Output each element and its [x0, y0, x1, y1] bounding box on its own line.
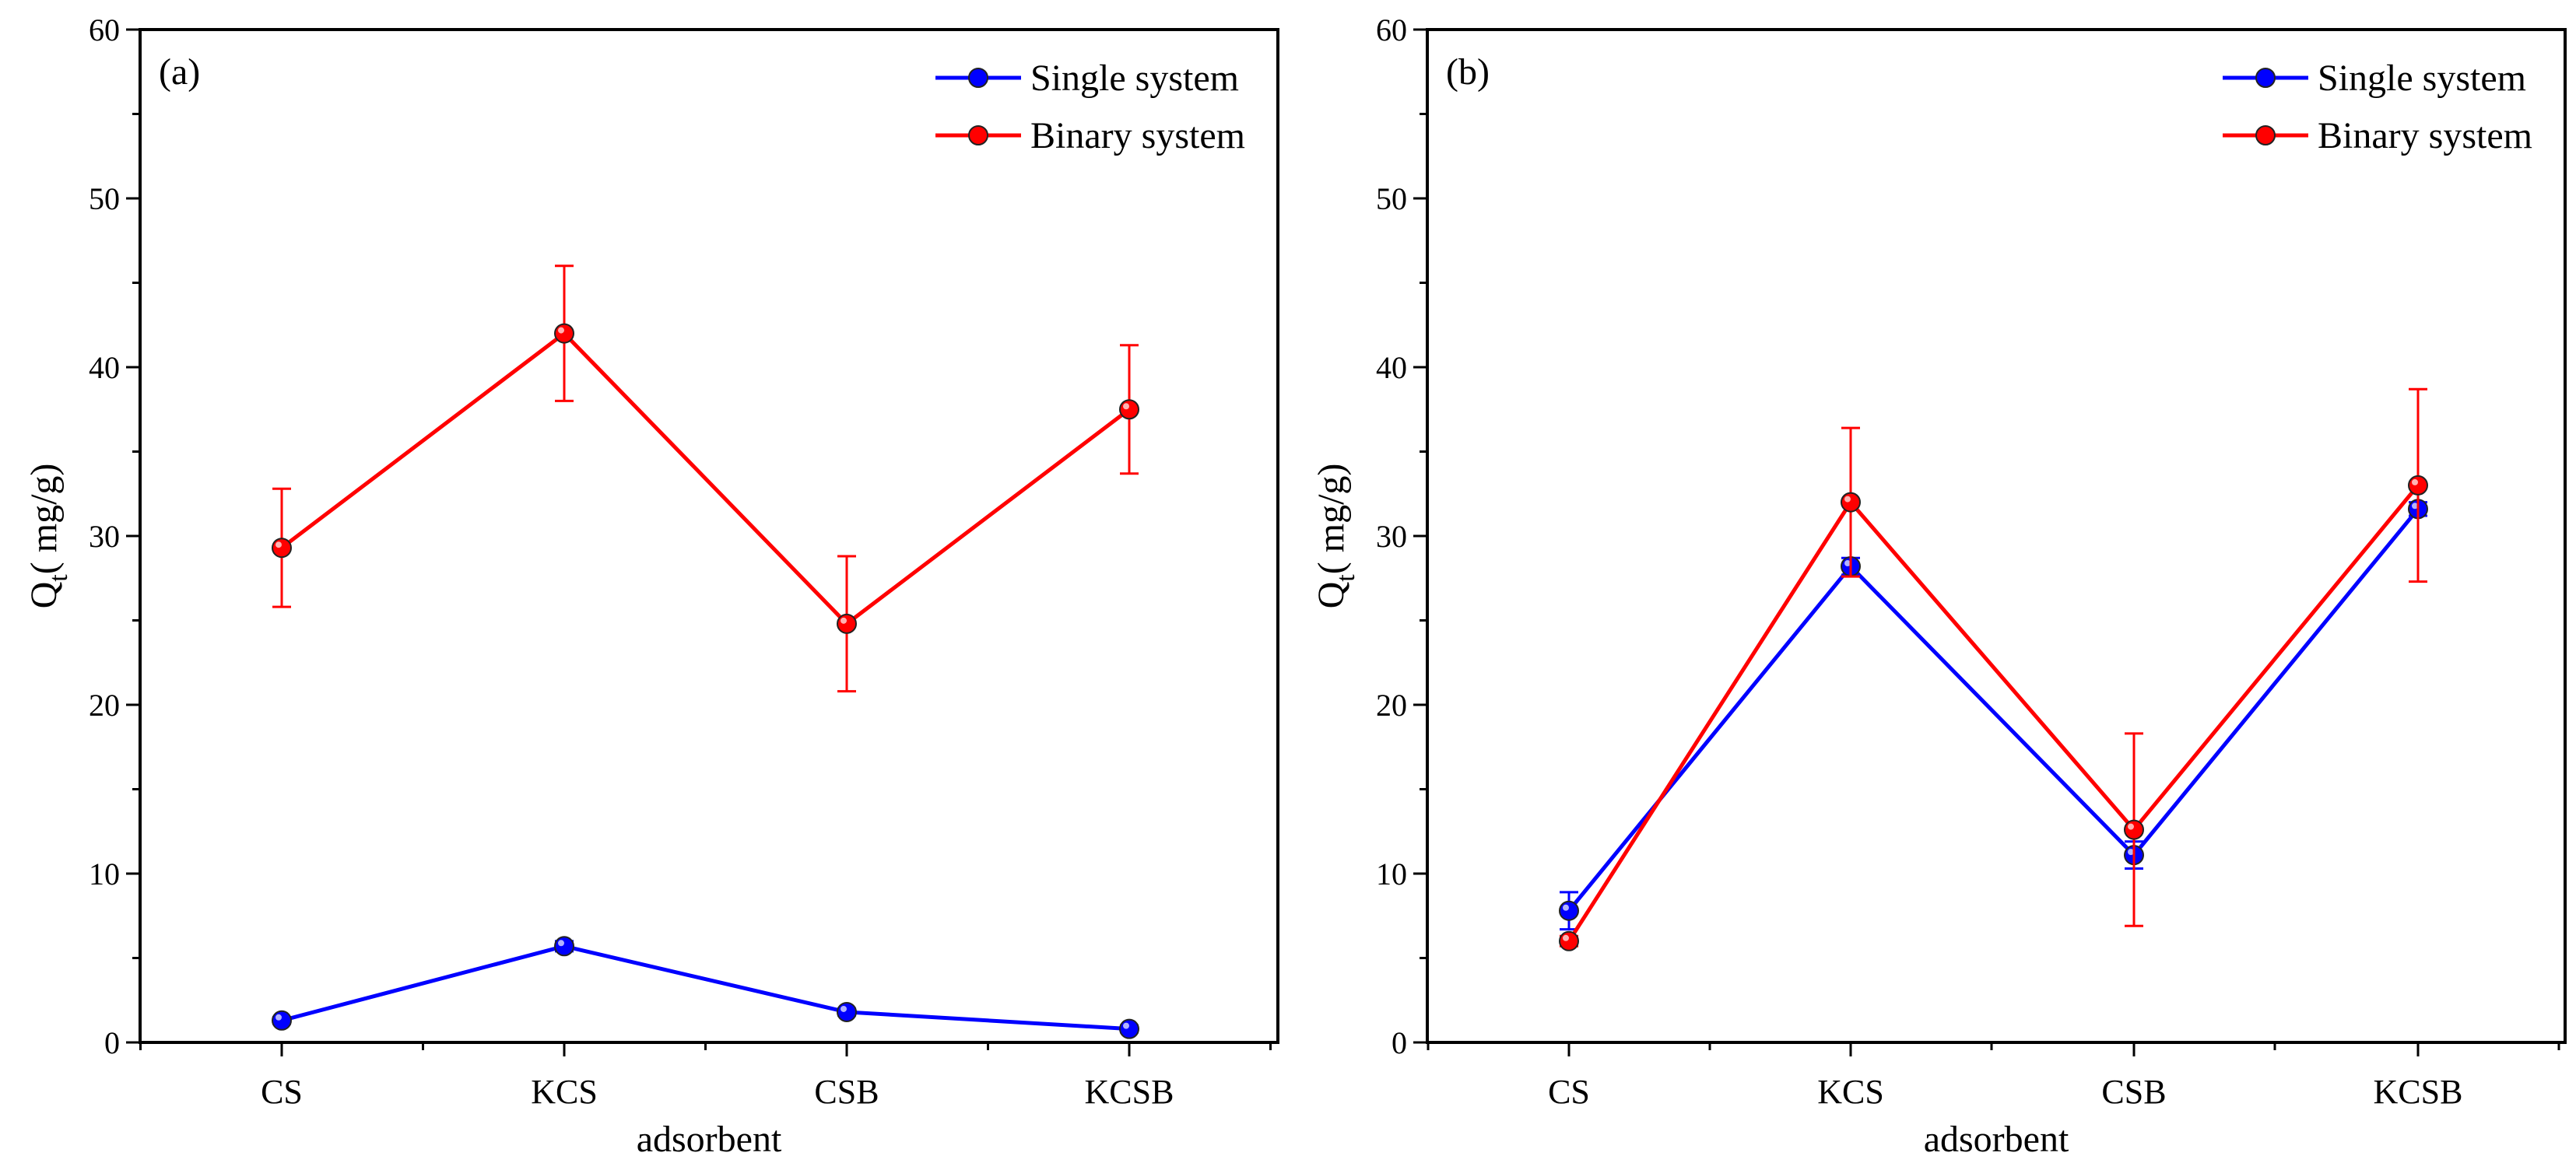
y-tick-label: 40: [1376, 350, 1407, 385]
y-axis-title-close: ): [1311, 464, 1352, 476]
y-tick-label: 50: [89, 181, 120, 216]
data-point-highlight: [2128, 849, 2134, 856]
data-point-highlight: [2128, 823, 2134, 830]
series-line: [1567, 507, 2420, 913]
data-point: [1119, 399, 1139, 420]
y-tick-label: 20: [89, 688, 120, 723]
chart-panel-a: 0 10 20 30 40 50 60 CS KCS CSB KCSB adsorbent Qt( mg…: [23, 12, 1279, 1160]
data-point: [1119, 1018, 1139, 1039]
y-axis-title-q: Q: [23, 582, 65, 609]
y-tick-label: 30: [1376, 519, 1407, 554]
legend-label: Single system: [2318, 58, 2526, 99]
y-tick-label: 0: [104, 1025, 120, 1060]
legend-marker: [968, 125, 988, 145]
y-axis-title-open: (: [1311, 552, 1352, 574]
data-point-highlight: [1123, 1022, 1129, 1029]
data-point-highlight: [558, 327, 564, 334]
panel-label: (b): [1446, 51, 1490, 93]
data-point: [1559, 900, 1579, 921]
data-point-highlight: [1563, 904, 1569, 911]
data-point: [554, 936, 574, 957]
legend-marker: [968, 68, 988, 88]
x-axis-title: adsorbent: [1924, 1119, 2069, 1160]
legend-marker: [2255, 125, 2276, 145]
data-point-highlight: [1844, 560, 1851, 567]
data-point-highlight: [275, 541, 282, 548]
y-tick-label: 40: [89, 350, 120, 385]
y-tick-label: 10: [89, 856, 120, 892]
x-tick-label: KCS: [531, 1073, 598, 1111]
data-point: [272, 538, 292, 559]
y-axis-title-unit: mg/g: [23, 476, 65, 553]
y-tick-label: 60: [1376, 12, 1407, 47]
y-axis-title-sub: t: [44, 574, 73, 582]
y-tick-label: 30: [89, 519, 120, 554]
y-tick-label: 0: [1392, 1025, 1407, 1060]
chart-panel-b: 0 10 20 30 40 50 60 CS KCS CSB KCSB adsorbent Qt( mg…: [1311, 12, 2567, 1160]
legend-label: Binary system: [2318, 115, 2532, 156]
legend-marker: [2255, 68, 2276, 88]
y-axis-title-close: ): [23, 464, 65, 476]
x-tick-label: KCSB: [2374, 1073, 2463, 1111]
x-tick-label: CSB: [814, 1073, 879, 1111]
y-tick-label: 10: [1376, 856, 1407, 892]
legend-label: Single system: [1030, 58, 1239, 99]
y-axis-title-open: (: [23, 552, 65, 574]
data-point-highlight: [2412, 503, 2418, 510]
data-point-highlight: [1844, 496, 1851, 503]
x-tick-label: CSB: [2101, 1073, 2166, 1111]
y-axis-title-sub: t: [1332, 574, 1360, 582]
panel-label: (a): [159, 51, 200, 93]
x-tick-label: CS: [1548, 1073, 1590, 1111]
y-tick-label: 60: [89, 12, 120, 47]
data-point-highlight: [558, 940, 564, 947]
series-single-system: [1559, 499, 2428, 931]
data-point-highlight: [841, 1005, 847, 1012]
data-point-highlight: [1123, 403, 1129, 410]
legend-label: Binary system: [1030, 115, 1245, 156]
data-point-highlight: [2412, 478, 2418, 485]
series-line: [1567, 484, 2420, 943]
y-axis-title-unit: mg/g: [1311, 476, 1352, 553]
x-tick-label: KCSB: [1085, 1073, 1174, 1111]
data-point: [2124, 819, 2144, 840]
x-tick-label: KCS: [1817, 1073, 1884, 1111]
data-point-highlight: [275, 1014, 282, 1021]
data-point: [272, 1010, 292, 1031]
data-point: [837, 1001, 857, 1022]
y-tick-label: 50: [1376, 181, 1407, 216]
data-point-highlight: [841, 617, 847, 624]
data-point: [1559, 930, 1579, 951]
x-tick-label: CS: [261, 1073, 303, 1111]
series-line: [281, 944, 1130, 1032]
series-single-system: [272, 936, 1139, 1039]
data-point: [1841, 492, 1861, 513]
data-point: [2408, 475, 2428, 496]
series-binary-system: [1559, 387, 2428, 951]
series-line: [280, 331, 1131, 626]
data-point-highlight: [1563, 934, 1569, 941]
x-axis-title: adsorbent: [637, 1119, 782, 1160]
series-binary-system: [272, 264, 1139, 693]
y-tick-label: 20: [1376, 688, 1407, 723]
data-point: [837, 613, 857, 634]
data-point: [554, 323, 574, 344]
plot-frame: [139, 28, 1279, 1044]
y-axis-title-q: Q: [1311, 582, 1352, 609]
y-axis-title: Qt( mg/g): [1311, 464, 1360, 609]
y-axis-title: Qt( mg/g): [23, 464, 73, 609]
